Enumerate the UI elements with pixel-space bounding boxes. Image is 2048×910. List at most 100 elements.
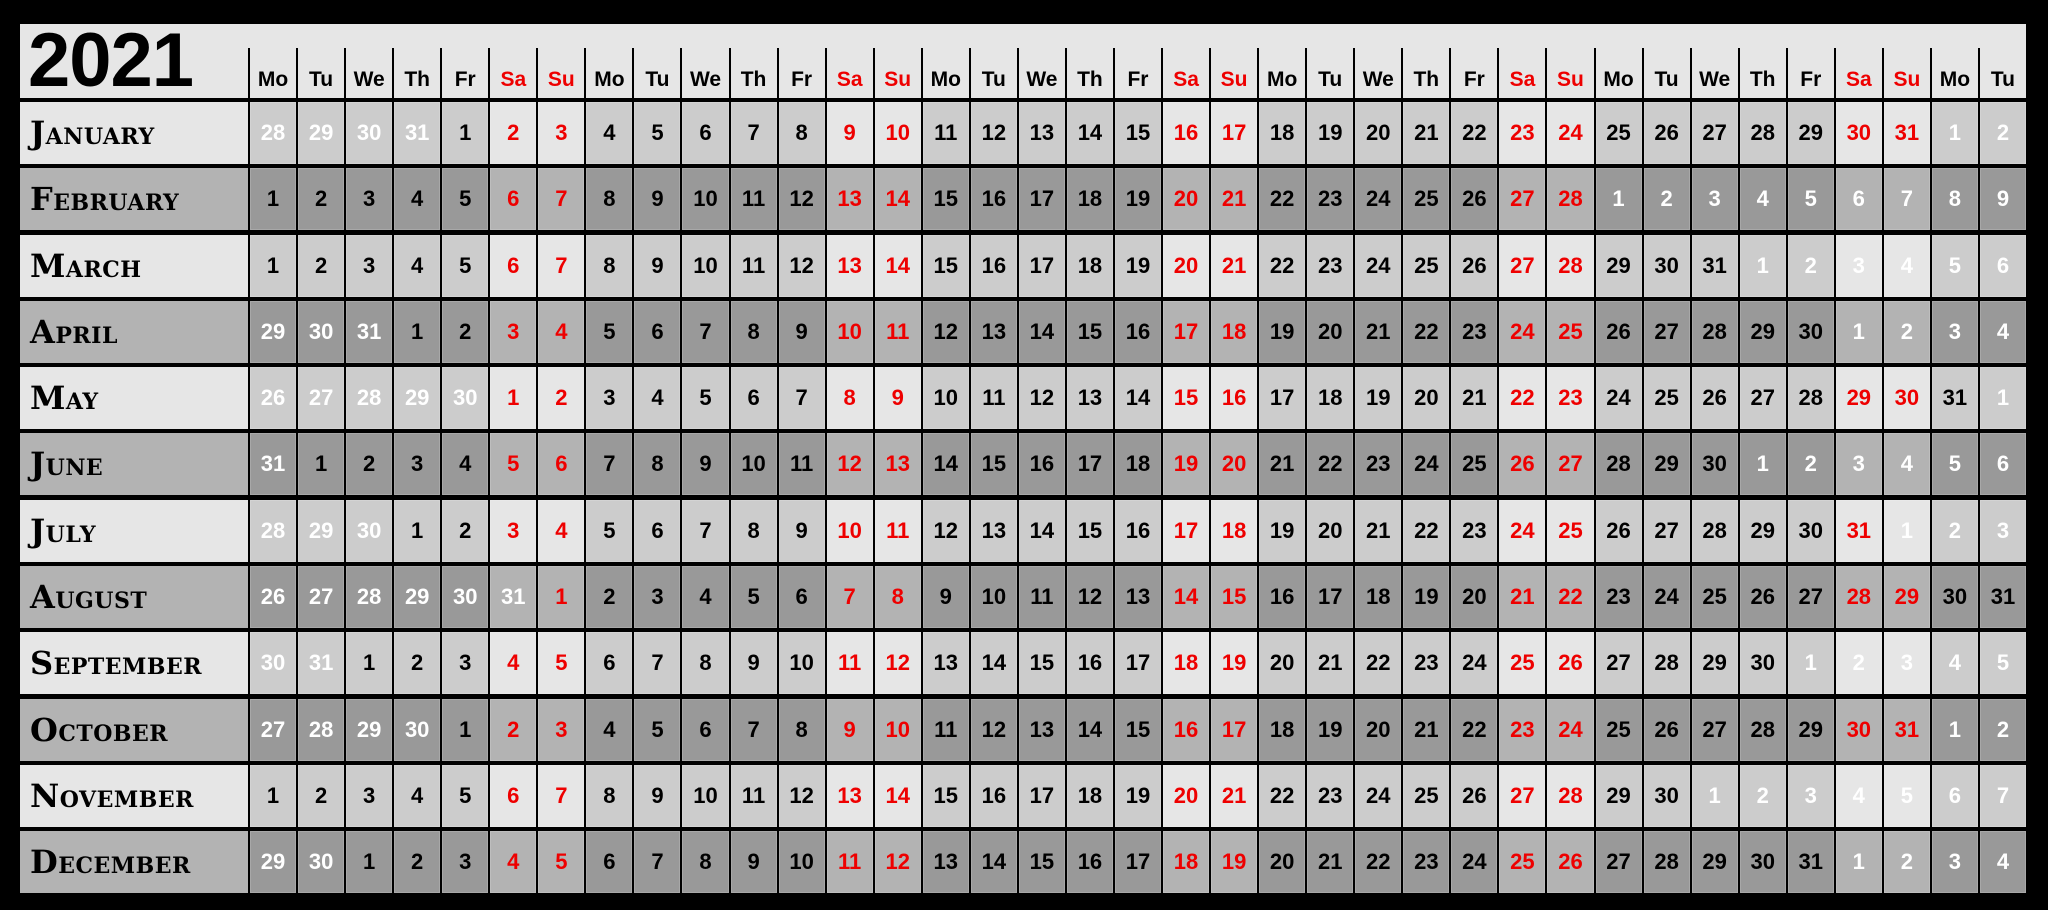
day-cell: 20 <box>1259 632 1306 695</box>
adjacent-month-day-cell: 2 <box>1643 168 1690 231</box>
month-row-july: July 28 29 30 1 2 3 4 5 6 7 8 9 10 11 12 13 14 15 16 17 18 19 2… <box>20 499 2026 562</box>
day-cell: 17 <box>1211 102 1258 164</box>
day-cell: 2 <box>394 831 441 894</box>
day-cell: 19 <box>1163 433 1210 496</box>
day-cell: 29 <box>1595 234 1642 297</box>
day-cell: 22 <box>1259 234 1306 297</box>
day-cell: 5 <box>730 566 777 629</box>
day-cell: 26 <box>1451 234 1498 297</box>
day-cell: 1 <box>346 632 393 695</box>
adjacent-month-day-cell: 5 <box>1883 764 1930 827</box>
day-cell: 25 <box>1403 168 1450 231</box>
adjacent-month-day-cell: 1 <box>1979 367 2026 430</box>
day-cell: 30 <box>1787 300 1834 363</box>
day-cell: 26 <box>1643 698 1690 761</box>
adjacent-month-day-cell: 30 <box>346 102 393 164</box>
weekday-header: Fr <box>1449 24 1497 98</box>
day-cell: 6 <box>778 566 825 629</box>
day-cell: 19 <box>1211 632 1258 695</box>
day-cell: 16 <box>970 764 1017 827</box>
day-cell: 2 <box>586 566 633 629</box>
day-cell: 1 <box>346 831 393 894</box>
day-cell: 19 <box>1307 698 1354 761</box>
adjacent-month-day-cell: 30 <box>442 566 489 629</box>
day-cell: 13 <box>970 300 1017 363</box>
day-cell: 15 <box>922 764 969 827</box>
day-cell: 23 <box>1403 632 1450 695</box>
day-cell: 26 <box>1451 168 1498 231</box>
day-cell: 7 <box>682 499 729 562</box>
day-cell: 12 <box>922 300 969 363</box>
month-row-june: June 31 1 2 3 4 5 6 7 8 9 10 11 12 13 14 15 16 17 18 19 20 21 2… <box>20 433 2026 496</box>
day-cell: 23 <box>1355 433 1402 496</box>
month-label: October <box>20 698 248 761</box>
weekday-header: Mo <box>1929 24 1978 98</box>
day-cell: 28 <box>1691 300 1738 363</box>
day-cell: 30 <box>1931 566 1978 629</box>
weekday-header: We <box>344 24 392 98</box>
adjacent-month-day-cell: 28 <box>298 698 345 761</box>
day-cell: 14 <box>970 831 1017 894</box>
month-label: July <box>20 499 248 562</box>
adjacent-month-day-cell: 1 <box>1835 831 1882 894</box>
day-cell: 29 <box>1787 698 1834 761</box>
adjacent-month-day-cell: 1 <box>1883 499 1930 562</box>
day-cell: 24 <box>1451 831 1498 894</box>
day-cell: 1 <box>250 168 297 231</box>
day-cell: 22 <box>1451 698 1498 761</box>
day-cell: 21 <box>1355 300 1402 363</box>
day-cell: 20 <box>1163 168 1210 231</box>
day-cell: 5 <box>538 632 585 695</box>
day-cell: 28 <box>1787 367 1834 430</box>
day-cell: 28 <box>1643 632 1690 695</box>
adjacent-month-day-cell: 30 <box>346 499 393 562</box>
adjacent-month-day-cell: 2 <box>1787 234 1834 297</box>
day-cell: 4 <box>634 367 681 430</box>
adjacent-month-day-cell: 1 <box>1835 300 1882 363</box>
weekday-header: Su <box>536 24 584 98</box>
day-cell: 12 <box>970 102 1017 164</box>
day-cell: 16 <box>1018 433 1065 496</box>
day-cell: 20 <box>1355 698 1402 761</box>
day-cell: 21 <box>1403 102 1450 164</box>
day-cell: 26 <box>1643 102 1690 164</box>
day-cell: 24 <box>1595 367 1642 430</box>
day-cell: 23 <box>1307 168 1354 231</box>
day-cell: 31 <box>1979 566 2026 629</box>
day-cell: 22 <box>1403 300 1450 363</box>
day-cell: 2 <box>298 168 345 231</box>
month-label: November <box>20 764 248 827</box>
day-cell: 10 <box>874 102 921 164</box>
day-cell: 17 <box>1066 433 1113 496</box>
day-cell: 23 <box>1547 367 1594 430</box>
day-cell: 14 <box>1018 300 1065 363</box>
adjacent-month-day-cell: 2 <box>1931 499 1978 562</box>
month-row-september: September 30 31 1 2 3 4 5 6 7 8 9 10 11 12 13 14 15 16 17 18… <box>20 632 2026 695</box>
day-cell: 5 <box>586 499 633 562</box>
day-cell: 4 <box>586 698 633 761</box>
day-cell: 18 <box>1163 831 1210 894</box>
day-cell: 21 <box>1355 499 1402 562</box>
day-cell: 19 <box>1355 367 1402 430</box>
day-cell: 26 <box>1451 764 1498 827</box>
day-cell: 1 <box>298 433 345 496</box>
day-cell: 17 <box>1259 367 1306 430</box>
adjacent-month-day-cell: 4 <box>1979 300 2026 363</box>
adjacent-month-day-cell: 2 <box>1835 632 1882 695</box>
day-cell: 15 <box>1114 698 1162 761</box>
adjacent-month-day-cell: 31 <box>394 102 441 164</box>
day-cell: 2 <box>442 300 489 363</box>
day-cell: 2 <box>490 698 537 761</box>
day-cell: 4 <box>538 499 585 562</box>
day-cell: 18 <box>1066 764 1113 827</box>
day-cell: 21 <box>1211 168 1258 231</box>
day-cell: 17 <box>1211 698 1258 761</box>
adjacent-month-day-cell: 8 <box>1931 168 1978 231</box>
day-cell: 22 <box>1451 102 1498 164</box>
adjacent-month-day-cell: 3 <box>1883 632 1930 695</box>
weekday-header: Tu <box>1977 24 2026 98</box>
day-cell: 20 <box>1211 433 1258 496</box>
day-cell: 10 <box>682 234 729 297</box>
day-cell: 9 <box>874 367 921 430</box>
day-cell: 4 <box>538 300 585 363</box>
